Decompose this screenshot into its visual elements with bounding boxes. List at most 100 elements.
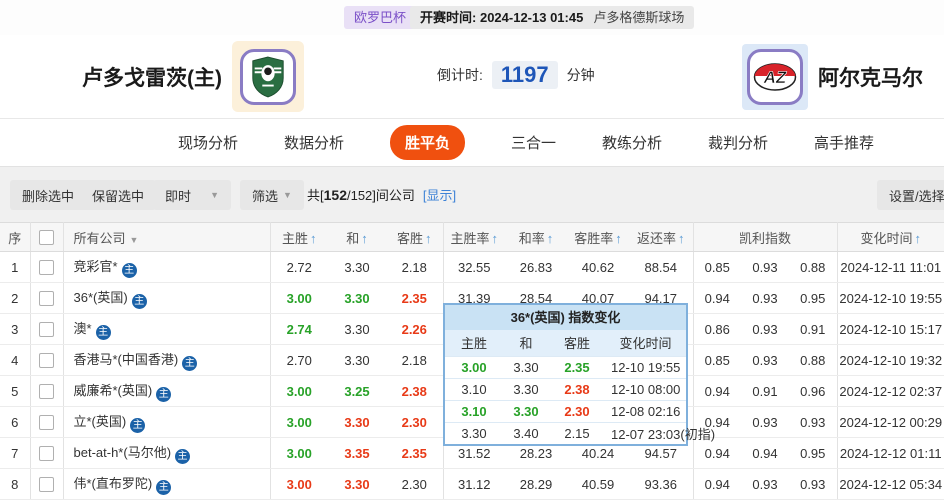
select-all-checkbox[interactable]: [39, 230, 54, 246]
company-cell[interactable]: bet-at-h*(马尔他) 主: [63, 437, 271, 469]
col-seq: 序: [0, 222, 31, 252]
kelly-cell: 0.93: [741, 282, 789, 314]
row-seq: 7: [0, 437, 31, 469]
rate-cell: 40.59: [567, 468, 629, 500]
sort-asc-icon: ↑: [361, 230, 368, 246]
row-checkbox[interactable]: [39, 446, 54, 462]
company-name: 竞彩官*: [73, 259, 118, 274]
settings-button[interactable]: 设置/选择: [877, 180, 944, 210]
popup-odds-cell: 3.30: [445, 421, 503, 444]
change-time-cell: 2024-12-10 15:17: [837, 313, 944, 345]
kelly-cell: 0.93: [741, 313, 789, 345]
rate-cell: 31.12: [443, 468, 505, 500]
company-cell[interactable]: 36*(英国) 主: [63, 282, 271, 314]
home-marker-icon: 主: [121, 263, 137, 278]
kelly-cell: 0.94: [693, 375, 741, 407]
sort-asc-icon: ↑: [310, 230, 317, 246]
table-toolbar: 删除选中 保留选中 即时 ▼ 筛选 ▼ 共[152/152]间公司 [显示] 设置/选…: [0, 166, 944, 222]
odds-cell: 2.72: [270, 251, 328, 283]
col-draw-rate[interactable]: 和率 ↑: [505, 222, 567, 252]
tab-win-draw-loss[interactable]: 胜平负: [389, 125, 465, 160]
tab-coach-analysis[interactable]: 教练分析: [602, 135, 663, 152]
odds-cell: 3.30: [328, 282, 386, 314]
odds-cell: 3.00: [270, 406, 328, 438]
col-company[interactable]: 所有公司 ▼: [63, 222, 271, 252]
row-checkbox[interactable]: [39, 415, 54, 431]
popup-table: 主胜 和 客胜 变化时间 3.00 3.30 2.35 12-10 19:55 3.10…: [445, 330, 715, 444]
change-time-cell: 2024-12-10 19:32: [837, 344, 944, 376]
row-checkbox[interactable]: [39, 322, 54, 338]
row-checkbox-cell: [30, 375, 64, 407]
count-value: 152: [323, 187, 347, 203]
row-checkbox[interactable]: [39, 260, 54, 276]
col-label: 变化时间: [860, 230, 913, 246]
company-name: bet-at-h*(马尔他): [73, 445, 172, 460]
popup-odds-cell: 3.10: [445, 377, 503, 400]
home-marker-icon: 主: [156, 387, 172, 402]
tab-referee-analysis[interactable]: 裁判分析: [708, 135, 769, 152]
col-label: 客胜率: [574, 230, 614, 246]
away-team-logo: AZ: [742, 44, 808, 110]
change-time-cell: 2024-12-12 05:34: [837, 468, 944, 500]
time-filter-dropdown[interactable]: 即时 ▼: [153, 180, 231, 210]
rate-cell: 40.62: [567, 251, 629, 283]
popup-odds-cell: 3.30: [503, 377, 549, 400]
kelly-cell: 0.93: [741, 251, 789, 283]
col-draw-odds[interactable]: 和 ↑: [328, 222, 386, 252]
chevron-down-icon: ▼: [129, 234, 139, 245]
popup-history-row: 3.10 3.30 2.30 12-08 02:16: [445, 399, 686, 422]
odds-cell: 3.30: [328, 468, 386, 500]
odds-cell: 2.18: [386, 251, 444, 283]
company-name: 立*(英国): [73, 414, 127, 429]
company-cell[interactable]: 立*(英国) 主: [63, 406, 271, 438]
match-info-bar: 欧罗巴杯 开赛时间: 2024-12-13 01:45 卢多格德斯球场: [0, 0, 944, 35]
company-cell[interactable]: 竞彩官* 主: [63, 251, 271, 283]
popup-time-cell: 12-07 23:03(初指): [605, 421, 715, 444]
company-cell[interactable]: 伟*(直布罗陀) 主: [63, 468, 271, 500]
home-team-name: 卢多戈雷茨(主): [82, 67, 222, 90]
odds-history-popup: 36*(英国) 指数变化 主胜 和 客胜 变化时间 3.00 3.30 2.35 12…: [443, 303, 715, 446]
company-cell[interactable]: 澳* 主: [63, 313, 271, 345]
odds-cell: 3.30: [328, 406, 386, 438]
col-away-rate[interactable]: 客胜率 ↑: [567, 222, 629, 252]
col-return-rate[interactable]: 返还率 ↑: [629, 222, 694, 252]
analysis-tab-bar: 现场分析 数据分析 胜平负 三合一 教练分析 裁判分析 高手推荐: [0, 118, 944, 166]
row-checkbox-cell: [30, 468, 64, 500]
row-checkbox[interactable]: [39, 291, 54, 307]
tab-three-in-one[interactable]: 三合一: [510, 135, 556, 152]
sort-asc-icon: ↑: [546, 230, 554, 246]
delete-selected-button[interactable]: 删除选中: [10, 180, 87, 210]
away-team-crest-icon: AZ: [747, 49, 803, 105]
table-row: 8 伟*(直布罗陀) 主 3.00 3.30 2.30 31.12 28.29 40.59 93.…: [0, 468, 944, 500]
col-home-rate[interactable]: 主胜率 ↑: [443, 222, 505, 252]
count-prefix: 共[: [307, 188, 324, 203]
odds-cell: 3.30: [328, 344, 386, 376]
tab-expert-picks[interactable]: 高手推荐: [814, 135, 875, 152]
league-badge: 欧罗巴杯: [344, 6, 417, 29]
company-cell[interactable]: 威廉希*(英国) 主: [63, 375, 271, 407]
countdown-label: 倒计时:: [437, 67, 483, 83]
kelly-cell: 0.93: [741, 468, 789, 500]
row-checkbox[interactable]: [39, 384, 54, 400]
tab-live-analysis[interactable]: 现场分析: [177, 135, 238, 152]
kelly-cell: 0.85: [693, 344, 741, 376]
svg-text:AZ: AZ: [763, 68, 787, 87]
col-away-odds[interactable]: 客胜 ↑: [386, 222, 444, 252]
keep-selected-button[interactable]: 保留选中: [80, 180, 157, 210]
tab-data-analysis[interactable]: 数据分析: [283, 135, 344, 152]
odds-cell: 3.35: [328, 437, 386, 469]
company-name: 澳*: [73, 321, 92, 336]
col-home-odds[interactable]: 主胜 ↑: [270, 222, 328, 252]
col-label: 客胜: [396, 230, 423, 246]
filter-dropdown[interactable]: 筛选 ▼: [240, 180, 304, 210]
row-checkbox[interactable]: [39, 353, 54, 369]
odds-cell: 3.00: [270, 282, 328, 314]
company-cell[interactable]: 香港马*(中国香港) 主: [63, 344, 271, 376]
row-checkbox[interactable]: [39, 477, 54, 493]
odds-cell: 2.35: [386, 282, 444, 314]
show-link[interactable]: [显示]: [422, 188, 457, 203]
kelly-cell: 0.93: [789, 468, 838, 500]
countdown: 倒计时: 1197 分钟: [437, 61, 595, 89]
col-change-time[interactable]: 变化时间 ↑: [837, 222, 944, 252]
table-row: 7 bet-at-h*(马尔他) 主 3.00 3.35 2.35 31.52 28.23 40…: [0, 437, 944, 469]
